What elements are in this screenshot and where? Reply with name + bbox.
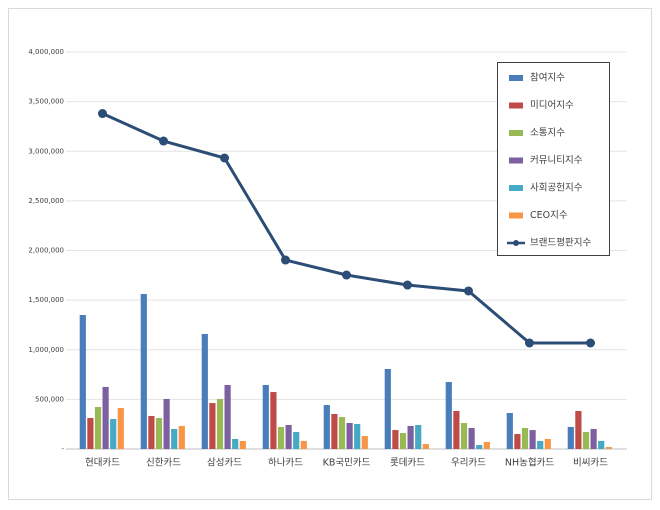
bar: [392, 430, 399, 449]
bar: [300, 440, 307, 449]
legend-label: 브랜드평판지수: [530, 238, 591, 249]
line-marker: [98, 109, 107, 119]
bar: [94, 407, 102, 449]
legend-swatch: [513, 240, 519, 246]
bar: [346, 422, 353, 449]
bar: [270, 392, 277, 449]
legend-label: 소통지수: [530, 128, 565, 139]
bar: [216, 398, 224, 449]
y-tick-label: -: [61, 445, 64, 453]
line-marker: [159, 136, 168, 146]
bar: [262, 384, 269, 449]
bar: [483, 441, 490, 449]
bar: [117, 408, 124, 449]
x-tick-label: NH농협카드: [505, 457, 554, 469]
bar: [529, 430, 536, 449]
bar: [338, 417, 346, 449]
bar: [384, 369, 391, 449]
legend-swatch: [509, 75, 523, 81]
y-tick-label: 3,500,000: [28, 98, 64, 106]
bar: [171, 428, 178, 449]
bar: [537, 440, 544, 449]
bar: [468, 427, 475, 449]
bar: [285, 424, 292, 449]
bar: [110, 419, 117, 449]
bar: [178, 425, 185, 449]
bar: [331, 413, 338, 449]
bar: [224, 384, 231, 449]
legend-label: 사회공헌지수: [530, 183, 583, 194]
bar: [567, 426, 574, 449]
y-tick-label: 1,500,000: [28, 296, 64, 304]
bar: [605, 447, 612, 449]
bar: [544, 438, 551, 449]
bar: [598, 440, 605, 449]
legend-swatch: [509, 130, 523, 136]
y-tick-label: 2,500,000: [28, 197, 64, 205]
bar: [361, 435, 368, 449]
bar: [140, 293, 147, 449]
line-marker: [525, 338, 534, 348]
legend-swatch: [509, 102, 523, 109]
line-marker: [220, 153, 229, 163]
bar: [476, 445, 483, 449]
x-tick-label: KB국민카드: [323, 458, 371, 469]
bar: [293, 432, 300, 449]
bar: [232, 438, 239, 449]
legend-swatch: [509, 212, 523, 219]
x-tick-label: 신한카드: [146, 458, 181, 469]
bar: [521, 427, 529, 449]
legend-label: 미디어지수: [530, 100, 574, 111]
legend-label: CEO지수: [530, 210, 568, 221]
bar: [399, 433, 407, 449]
bar: [354, 423, 361, 449]
bar: [453, 410, 460, 449]
line-marker: [464, 286, 473, 296]
bar: [102, 386, 109, 449]
bar: [155, 418, 163, 449]
bar: [514, 434, 521, 449]
bar: [79, 315, 86, 449]
bar: [575, 410, 582, 449]
x-tick-label: 하나카드: [268, 457, 303, 469]
y-tick-label: 500,000: [35, 395, 64, 403]
bar: [590, 428, 597, 449]
y-tick-label: 3,000,000: [28, 147, 64, 155]
bar: [87, 418, 94, 449]
bar: [582, 432, 590, 449]
bar: [323, 405, 330, 449]
bar: [445, 382, 452, 449]
bar: [201, 333, 208, 449]
x-tick-label: 삼성카드: [207, 458, 242, 469]
x-tick-label: 롯데카드: [390, 458, 425, 469]
line-marker: [281, 255, 290, 265]
y-tick-label: 4,000,000: [28, 48, 64, 56]
bar: [460, 422, 468, 449]
legend-label: 커뮤니티지수: [530, 155, 583, 166]
bar: [506, 412, 513, 449]
bar: [407, 425, 414, 449]
bar: [239, 440, 246, 449]
y-tick-label: 2,000,000: [28, 247, 64, 255]
bar: [148, 415, 155, 449]
bar: [209, 403, 216, 449]
bar: [422, 444, 429, 449]
legend-label: 참여지수: [530, 72, 565, 84]
x-tick-label: 현대카드: [85, 458, 120, 469]
bar: [163, 398, 170, 449]
x-tick-label: 비씨카드: [573, 458, 608, 469]
line-marker: [586, 338, 595, 348]
line-marker: [342, 270, 351, 280]
bar: [277, 426, 285, 449]
legend-swatch: [509, 185, 523, 191]
y-tick-label: 1,000,000: [28, 346, 64, 354]
x-tick-label: 우리카드: [451, 458, 486, 469]
bar: [415, 424, 422, 449]
line-marker: [403, 280, 412, 290]
legend-swatch: [509, 157, 523, 164]
